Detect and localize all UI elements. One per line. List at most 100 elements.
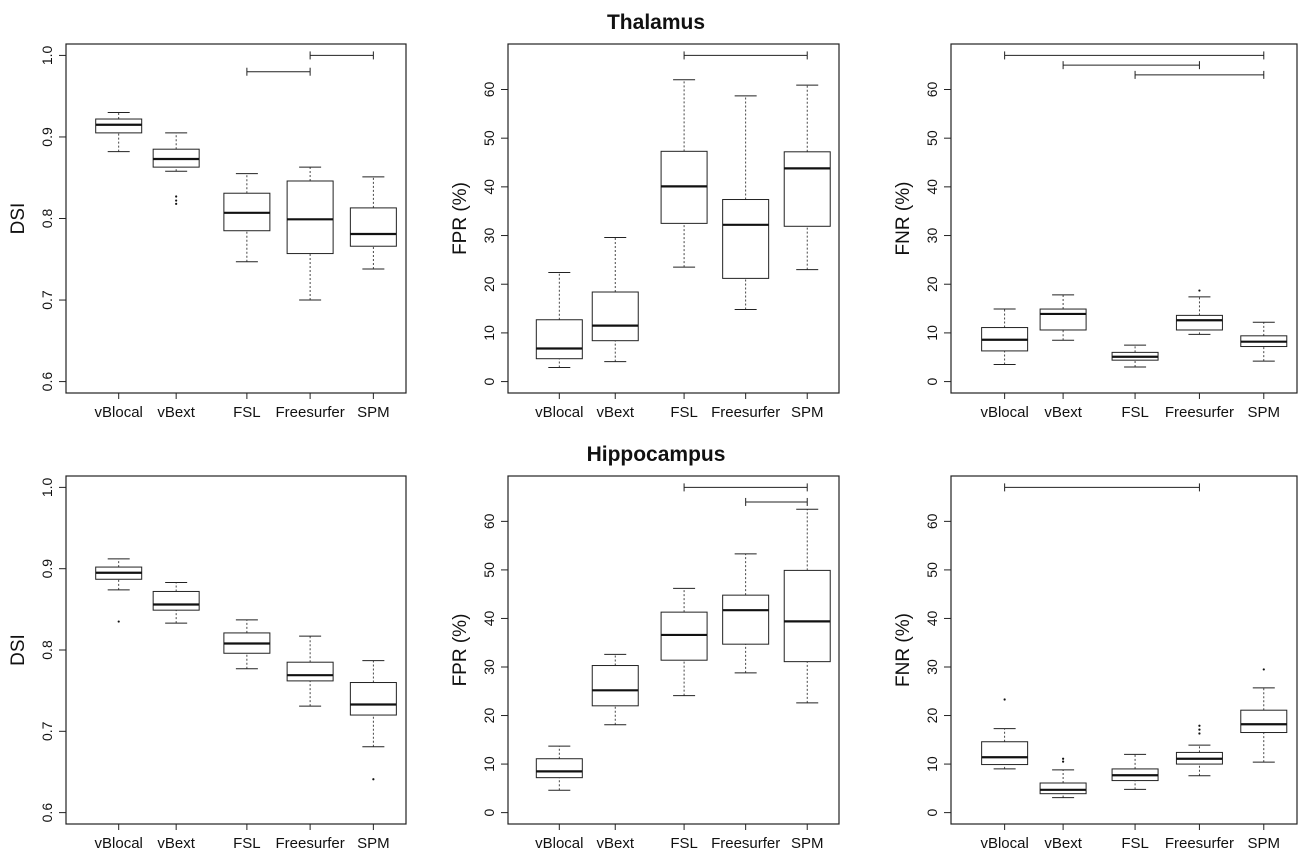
y-tick-label: 60	[924, 513, 940, 529]
y-tick-label: 0	[481, 809, 497, 817]
panel-4: 0 10 20 30 40 50 60 FPR (%) vBlocal vBext FSL Frees…	[450, 475, 840, 852]
x-tick-label: vBext	[596, 404, 634, 421]
y-tick-label: 40	[481, 610, 497, 626]
panel-5: 0 10 20 30 40 50 60 FNR (%) vBlocal vBext FSL Frees…	[893, 475, 1298, 852]
y-tick-label: 0	[924, 809, 940, 817]
box-vbext	[1039, 294, 1087, 341]
panel-0: 0.6 0.7 0.8 0.9 1.0 DSI vBlocal vBext FSL Freesur…	[8, 43, 407, 421]
box-freesurfer	[1175, 289, 1223, 335]
row-title-hippocampus: Hippocampus	[586, 443, 726, 466]
panel-1: 0 10 20 30 40 50 60 FPR (%) vBlocal vBext FSL Frees…	[450, 43, 840, 421]
y-tick-label: 50	[481, 562, 497, 578]
x-tick-label: FSL	[1121, 404, 1149, 421]
x-tick-label: vBext	[1044, 404, 1082, 421]
iqr-box	[783, 569, 831, 663]
y-axis-label: FPR (%)	[450, 182, 471, 255]
x-tick-label: vBlocal	[95, 404, 143, 421]
y-tick-label: 20	[481, 708, 497, 724]
plot-frame	[950, 475, 1298, 825]
x-tick-label: SPM	[1248, 835, 1281, 852]
x-tick-label: SPM	[791, 404, 824, 421]
significance-bracket	[1062, 61, 1200, 70]
y-tick-label: 0	[924, 377, 940, 385]
y-axis-label: FPR (%)	[450, 614, 471, 687]
y-tick-label: 50	[924, 130, 940, 146]
panel-3: 0.6 0.7 0.8 0.9 1.0 DSI vBlocal vBext FSL Freesur…	[8, 475, 407, 852]
box-vbext	[152, 132, 200, 205]
x-tick-label: vBlocal	[980, 835, 1028, 852]
y-tick-label: 60	[481, 81, 497, 97]
y-tick-label: 20	[924, 276, 940, 292]
box-freesurfer	[722, 553, 770, 674]
y-tick-label: 10	[481, 756, 497, 772]
y-axis-label: FNR (%)	[893, 613, 914, 687]
y-tick-label: 1.0	[39, 477, 55, 497]
y-tick-label: 0.6	[39, 372, 55, 392]
y-tick-label: 10	[481, 325, 497, 341]
plot-frame	[507, 43, 840, 394]
iqr-box	[1039, 308, 1087, 331]
box-vblocal	[535, 272, 583, 368]
x-tick-label: SPM	[357, 404, 390, 421]
box-vblocal	[981, 308, 1029, 366]
y-tick-label: 40	[924, 610, 940, 626]
box-vbext	[1039, 757, 1087, 799]
significance-bracket	[745, 497, 808, 506]
y-tick-label: 10	[924, 756, 940, 772]
x-tick-label: SPM	[791, 835, 824, 852]
x-tick-label: vBext	[596, 835, 634, 852]
y-tick-label: 0.9	[39, 559, 55, 579]
iqr-box	[535, 319, 583, 360]
box-spm	[349, 660, 397, 781]
significance-bracket	[1134, 70, 1265, 79]
iqr-box	[349, 682, 397, 716]
significance-bracket	[1004, 483, 1200, 492]
significance-bracket	[246, 67, 311, 76]
box-vblocal	[95, 558, 143, 623]
outlier-point	[1198, 732, 1201, 735]
y-tick-label: 0.8	[39, 640, 55, 660]
y-tick-label: 1.0	[39, 45, 55, 65]
outlier-point	[175, 202, 178, 205]
iqr-box	[591, 291, 639, 342]
iqr-box	[660, 611, 708, 661]
significance-bracket	[309, 51, 374, 60]
y-tick-label: 20	[481, 276, 497, 292]
box-fsl	[660, 79, 708, 268]
x-tick-label: FSL	[233, 404, 261, 421]
iqr-box	[95, 118, 143, 134]
x-tick-label: SPM	[357, 835, 390, 852]
y-tick-label: 30	[481, 228, 497, 244]
x-tick-label: Freesurfer	[711, 835, 780, 852]
y-axis-label: FNR (%)	[893, 182, 914, 256]
iqr-box	[349, 207, 397, 247]
box-vblocal	[535, 745, 583, 791]
x-tick-label: FSL	[233, 835, 261, 852]
x-tick-label: vBext	[157, 835, 195, 852]
x-tick-label: vBlocal	[95, 835, 143, 852]
box-spm	[1240, 321, 1288, 362]
y-tick-label: 0	[481, 377, 497, 385]
iqr-box	[591, 665, 639, 707]
box-freesurfer	[286, 166, 334, 301]
iqr-box	[722, 594, 770, 645]
iqr-box	[152, 590, 200, 611]
x-tick-label: SPM	[1248, 404, 1281, 421]
x-tick-label: Freesurfer	[276, 404, 345, 421]
y-tick-label: 0.7	[39, 721, 55, 741]
y-tick-label: 60	[481, 513, 497, 529]
box-spm	[783, 84, 831, 271]
outlier-point	[1003, 698, 1006, 701]
plot-frame	[507, 475, 840, 825]
box-freesurfer	[1175, 724, 1223, 777]
x-tick-label: vBlocal	[535, 835, 583, 852]
box-spm	[1240, 668, 1288, 763]
x-tick-label: Freesurfer	[1165, 404, 1234, 421]
significance-bracket	[683, 51, 808, 60]
box-vbext	[591, 236, 639, 363]
box-freesurfer	[722, 95, 770, 311]
x-tick-label: vBext	[157, 404, 195, 421]
box-fsl	[1111, 344, 1159, 368]
outlier-point	[1062, 757, 1065, 760]
